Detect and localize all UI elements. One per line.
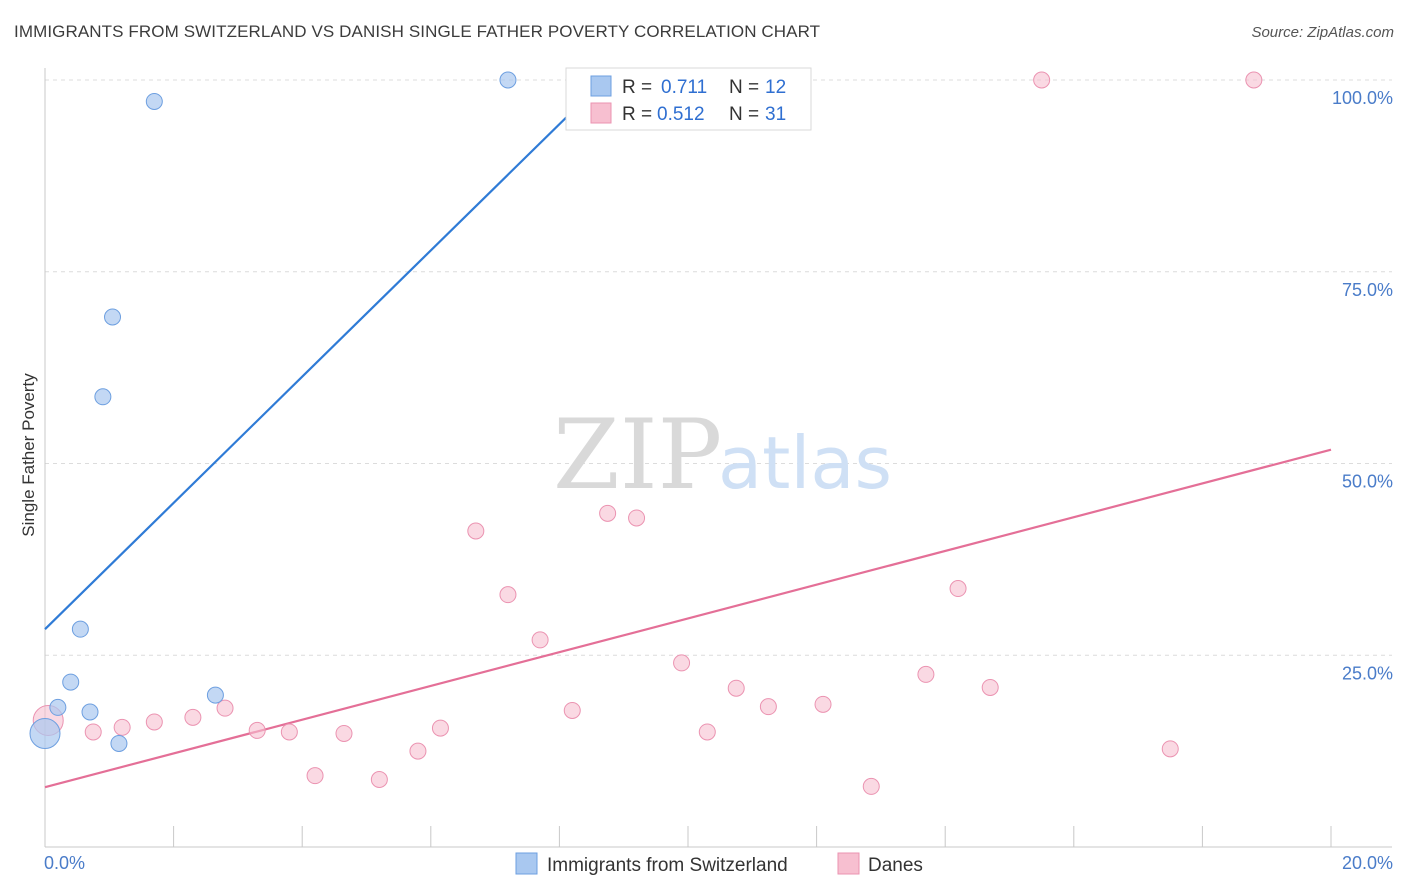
watermark: ZIP atlas (553, 399, 892, 511)
point-series2-20 (698, 723, 716, 741)
legend-r-label-1: R = (622, 77, 652, 98)
point-series2-21 (727, 679, 745, 697)
point-series2-7 (280, 723, 298, 741)
point-series1-7 (110, 734, 128, 752)
point-series1-0 (29, 717, 61, 749)
point-series2-29 (1161, 740, 1179, 758)
point-series2-17 (599, 504, 617, 522)
point-series2-9 (335, 724, 353, 742)
chart-source: Source: ZipAtlas.com (1251, 24, 1394, 41)
grid-lines (45, 79, 1392, 656)
point-series1-9 (206, 686, 224, 704)
point-series1-2 (62, 673, 80, 691)
series-legend: Immigrants from Switzerland Danes (515, 852, 923, 876)
legend-n-label-1: N = (729, 77, 759, 98)
point-series2-23 (814, 695, 832, 713)
point-series2-10 (370, 771, 388, 789)
trend-line-1 (44, 79, 606, 630)
point-series2-12 (431, 719, 449, 737)
x-tick-label-1: 20.0% (1342, 853, 1393, 873)
point-series2-30 (1245, 71, 1263, 89)
series-legend-swatch-blue (515, 852, 538, 875)
legend-n-value-2: 31 (765, 104, 786, 125)
point-series2-11 (409, 742, 427, 760)
legend-n-value-1: 12 (765, 77, 786, 98)
legend-r-label-2: R = (622, 104, 652, 125)
point-series1-5 (94, 388, 112, 406)
point-series1-4 (81, 703, 99, 721)
point-series1-8 (145, 92, 163, 110)
legend-n-label-2: N = (729, 104, 759, 125)
point-series2-2 (113, 718, 131, 736)
point-series2-26 (949, 580, 967, 598)
stats-legend: R = 0.711 N = 12 R = 0.512 N = 31 (565, 67, 812, 131)
y-tick-label-1: 50.0% (1342, 472, 1393, 492)
point-series2-1 (84, 723, 102, 741)
point-series2-27 (981, 678, 999, 696)
point-series2-18 (628, 509, 646, 527)
point-series2-6 (248, 721, 266, 739)
point-series2-13 (467, 522, 485, 540)
point-series2-4 (184, 708, 202, 726)
chart-title: IMMIGRANTS FROM SWITZERLAND VS DANISH SI… (14, 22, 821, 41)
point-series2-15 (531, 631, 549, 649)
series-legend-label-2: Danes (868, 855, 923, 876)
point-series2-19 (673, 654, 691, 672)
point-series1-3 (71, 620, 89, 638)
tick-labels: 25.0% 50.0% 75.0% 100.0% 0.0% 20.0% (44, 88, 1393, 873)
legend-swatch-pink (590, 102, 612, 124)
point-series2-16 (563, 701, 581, 719)
point-series2-3 (145, 713, 163, 731)
point-series2-28 (1033, 71, 1051, 89)
point-series2-8 (306, 767, 324, 785)
point-series2-22 (759, 698, 777, 716)
watermark-zip: ZIP (553, 399, 722, 511)
y-tick-label-3: 100.0% (1332, 88, 1393, 108)
point-series2-5 (216, 699, 234, 717)
point-series2-25 (917, 665, 935, 683)
legend-swatch-blue (590, 75, 612, 97)
y-tick-label-0: 25.0% (1342, 663, 1393, 683)
point-series1-6 (104, 308, 122, 326)
point-series1-1 (49, 698, 67, 716)
series-legend-swatch-pink (837, 852, 860, 875)
legend-r-value-1: 0.711 (661, 77, 707, 98)
x-tick-label-0: 0.0% (44, 853, 85, 873)
axes (44, 68, 1392, 848)
point-series1-10 (499, 71, 517, 89)
point-series2-24 (862, 777, 880, 795)
series-legend-label-1: Immigrants from Switzerland (547, 855, 788, 876)
y-tick-label-2: 75.0% (1342, 280, 1393, 300)
y-axis-title: Single Father Poverty (19, 373, 38, 537)
point-series2-14 (499, 586, 517, 604)
watermark-atlas: atlas (718, 421, 892, 505)
legend-r-value-2: 0.512 (657, 104, 705, 125)
